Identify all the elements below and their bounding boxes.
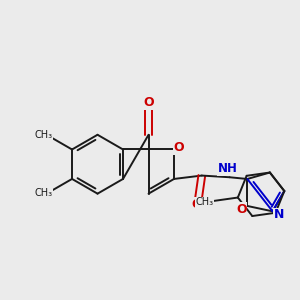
Text: CH₃: CH₃	[34, 188, 52, 198]
Text: O: O	[236, 203, 247, 216]
Text: O: O	[191, 198, 202, 211]
Text: N: N	[274, 208, 284, 221]
Text: O: O	[174, 141, 184, 154]
Text: CH₃: CH₃	[34, 130, 52, 140]
Text: O: O	[143, 96, 154, 110]
Text: NH: NH	[218, 162, 238, 175]
Text: CH₃: CH₃	[195, 197, 213, 207]
